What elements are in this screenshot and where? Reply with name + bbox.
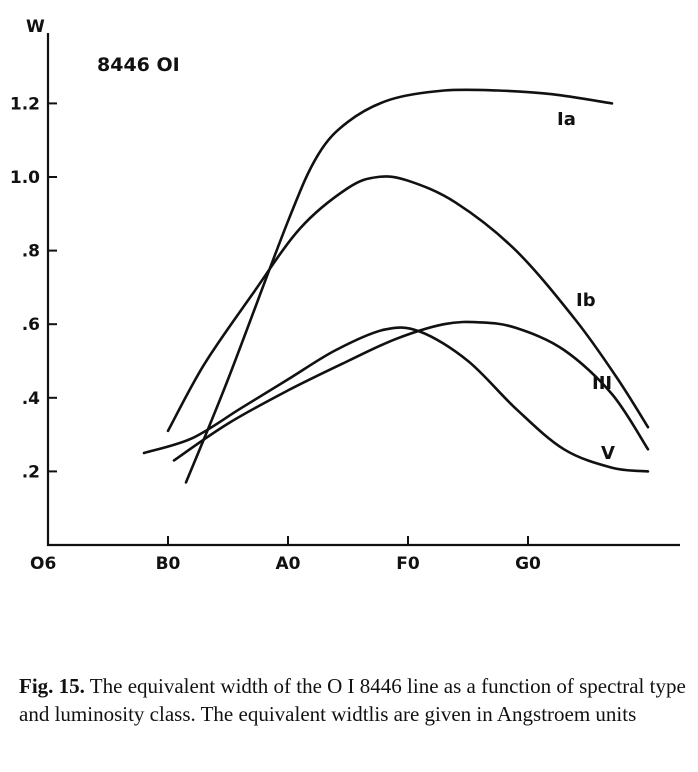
y-tick-label: .4 [22, 389, 40, 409]
x-tick-label: O6 [30, 554, 56, 574]
series-label-iii: III [592, 373, 612, 394]
series-label-v: V [601, 443, 615, 464]
x-ticks: O6 B0 A0 F0 G0 [30, 536, 541, 574]
series-label-ib: Ib [576, 290, 596, 311]
series-line-ia [184, 88, 614, 484]
inset-label: 8446 OI [97, 54, 180, 76]
x-tick-label: G0 [515, 554, 541, 574]
y-tick-label: .6 [22, 315, 40, 335]
y-tick-label: .8 [22, 242, 40, 262]
x-tick-label: A0 [276, 554, 301, 574]
caption-label: Fig. 15. [19, 674, 85, 698]
series-label-ia: Ia [557, 109, 576, 130]
series-line-iii [172, 320, 650, 462]
y-ticks: .2 .4 .6 .8 1.0 1.2 [10, 94, 57, 482]
x-tick-label: F0 [396, 554, 420, 574]
figure-caption: Fig. 15. The equivalent width of the O I… [19, 672, 689, 728]
y-tick-label: .2 [22, 462, 40, 482]
y-axis-title: W [26, 17, 45, 37]
y-tick-label: 1.2 [10, 94, 40, 114]
series-curves [142, 88, 650, 484]
x-tick-label: B0 [156, 554, 181, 574]
y-tick-label: 1.0 [10, 168, 40, 188]
caption-text: The equivalent width of the O I 8446 lin… [19, 674, 686, 726]
series-labels: Ia Ib III V [557, 109, 615, 464]
series-line-ib [166, 175, 650, 433]
series-line-v [142, 326, 650, 473]
